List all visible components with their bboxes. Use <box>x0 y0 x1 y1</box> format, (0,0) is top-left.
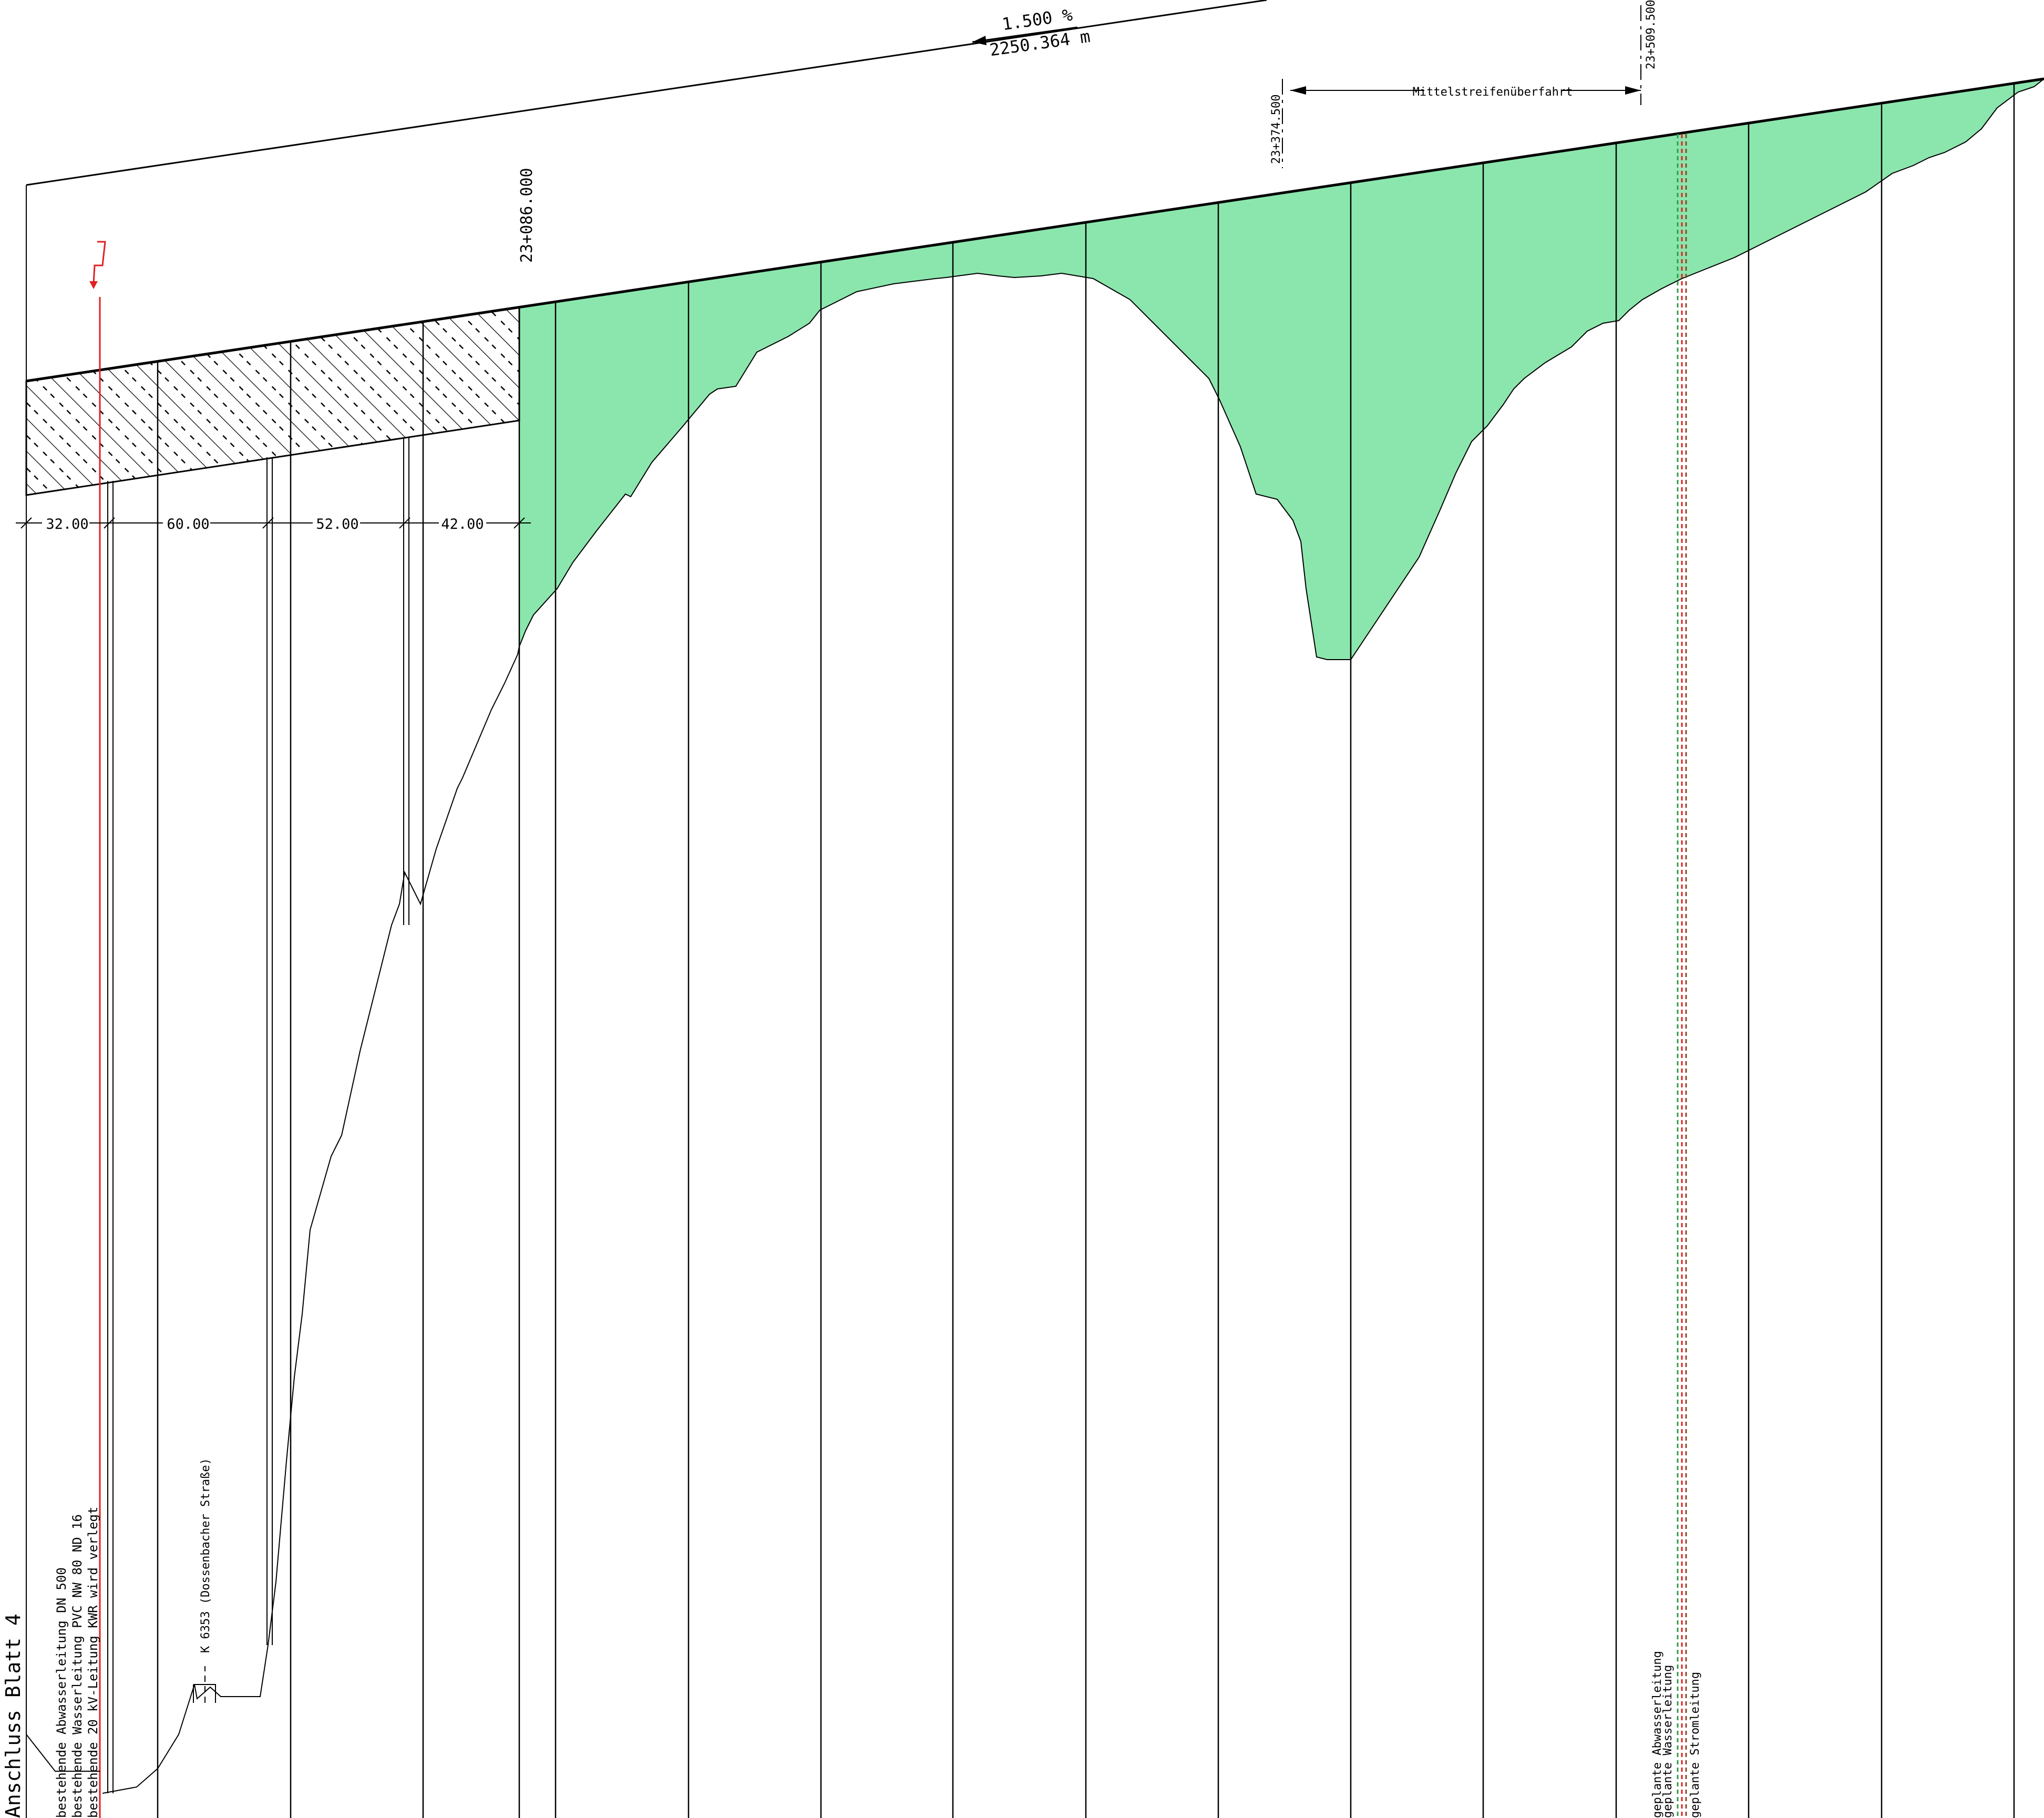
planned-utility-lines <box>1677 134 1687 1818</box>
spacing-4: 42.00 <box>441 516 484 532</box>
spacing-2: 60.00 <box>167 516 209 532</box>
median-crossing-label: Mittelstreifenüberfahrt <box>1413 86 1573 99</box>
road-marker: K 6353 (Dossenbacher Straße) <box>193 1458 216 1703</box>
fill-area <box>519 79 2044 660</box>
station-start-fill: 23+086.000 <box>518 168 536 263</box>
station-lines <box>157 83 2015 1818</box>
existing-utility-labels: bestehende Abwasserleitung DN 500 besteh… <box>26 1507 100 1818</box>
station-median-start: 23+374.500 <box>1270 95 1283 164</box>
station-median-end: 23+509.500 <box>1645 0 1658 69</box>
terrain-outline-fill-zone <box>519 78 2044 660</box>
spacing-dimension-line: 32.00 60.00 52.00 42.00 <box>16 512 531 533</box>
grade-line <box>26 77 2044 383</box>
planned-utility-3: geplante Stromleitung <box>1689 1672 1702 1818</box>
terrain-line <box>102 646 520 1794</box>
spacing-1: 32.00 <box>46 516 88 532</box>
planned-utility-1: geplante Abwasserleitung <box>1651 1651 1664 1818</box>
planned-utility-labels: geplante Abwasserleitung geplante Wasser… <box>1651 1651 1702 1818</box>
existing-utility-2: bestehende Wasserleitung PVC NW 80 ND 16 <box>70 1514 85 1818</box>
median-crossing-dimension: Mittelstreifenüberfahrt 23+374.500 23+50… <box>1270 0 1658 168</box>
spacing-3: 52.00 <box>316 516 358 532</box>
existing-utility-3: bestehende 20 kV-Leitung KWR wird verleg… <box>86 1507 100 1818</box>
road-label: K 6353 (Dossenbacher Straße) <box>199 1458 212 1653</box>
existing-pipes <box>107 437 409 1793</box>
gradient-annotation: 1.500 % 2250.364 m <box>972 5 1092 60</box>
existing-utility-1: bestehende Abwasserleitung DN 500 <box>54 1567 69 1818</box>
planned-utility-2: geplante Wasserleitung <box>1661 1665 1675 1818</box>
sheet-label: Anschluss Blatt 4 <box>2 1614 25 1818</box>
top-gradient-reference-line <box>26 0 1267 186</box>
power-line-relocation <box>89 241 106 1818</box>
